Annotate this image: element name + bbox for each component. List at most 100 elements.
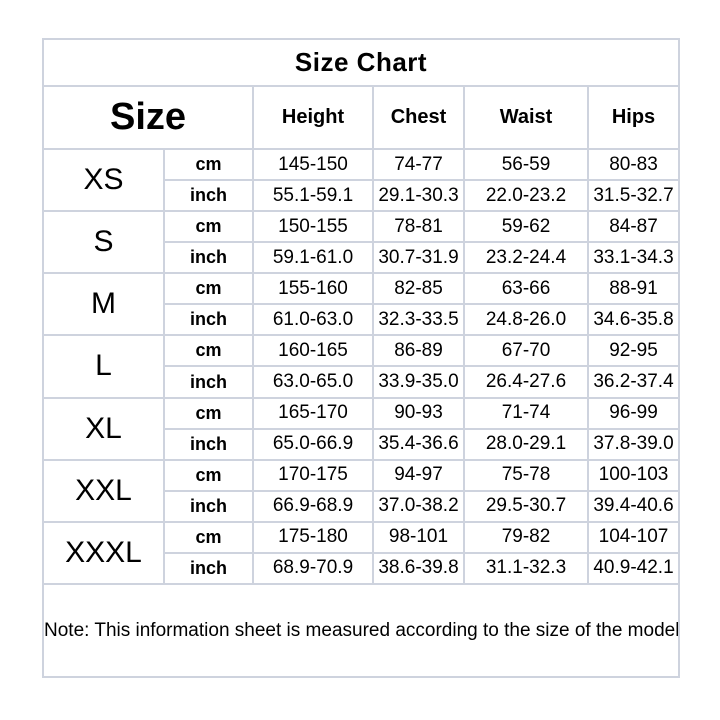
column-header-chest: Chest xyxy=(372,85,465,151)
cell-s-chest-inch: 30.7-31.9 xyxy=(372,241,465,275)
unit-label-cm: cm xyxy=(163,458,254,492)
cell-m-waist-inch: 24.8-26.0 xyxy=(463,303,589,337)
cell-m-chest-inch: 32.3-33.5 xyxy=(372,303,465,337)
cell-xs-waist-cm: 56-59 xyxy=(463,148,589,182)
table-row-m-inch: inch 61.0-63.0 32.3-33.5 24.8-26.0 34.6-… xyxy=(43,303,680,337)
cell-s-waist-inch: 23.2-24.4 xyxy=(463,241,589,275)
cell-xxxl-waist-cm: 79-82 xyxy=(463,520,589,554)
chart-title: Size Chart xyxy=(42,37,680,88)
cell-m-height-cm: 155-160 xyxy=(252,272,374,306)
cell-xxxl-hips-cm: 104-107 xyxy=(587,520,680,554)
cell-xl-height-cm: 165-170 xyxy=(252,396,374,430)
size-label-xl: XL xyxy=(42,396,165,461)
unit-label-cm: cm xyxy=(163,396,254,430)
cell-xxl-chest-cm: 94-97 xyxy=(372,458,465,492)
cell-xxl-chest-inch: 37.0-38.2 xyxy=(372,489,465,523)
cell-xs-hips-inch: 31.5-32.7 xyxy=(587,179,680,213)
table-row-xl-inch: inch 65.0-66.9 35.4-36.6 28.0-29.1 37.8-… xyxy=(43,427,680,461)
table-row-xxl-cm: XXL cm 170-175 94-97 75-78 100-103 xyxy=(42,458,680,523)
table-row-m-cm: M cm 155-160 82-85 63-66 88-91 xyxy=(42,272,680,337)
table-row-s-inch: inch 59.1-61.0 30.7-31.9 23.2-24.4 33.1-… xyxy=(43,241,680,275)
cell-xl-hips-cm: 96-99 xyxy=(587,396,680,430)
table-row-xs-inch: inch 55.1-59.1 29.1-30.3 22.0-23.2 31.5-… xyxy=(43,179,680,213)
cell-l-hips-inch: 36.2-37.4 xyxy=(587,365,680,399)
cell-l-chest-cm: 86-89 xyxy=(372,334,465,368)
table-row-xxxl-inch: inch 68.9-70.9 38.6-39.8 31.1-32.3 40.9-… xyxy=(43,551,680,585)
cell-s-chest-cm: 78-81 xyxy=(372,210,465,244)
cell-xxxl-height-inch: 68.9-70.9 xyxy=(252,551,374,585)
column-header-waist: Waist xyxy=(463,85,589,151)
column-header-size: Size xyxy=(42,85,254,151)
table-row-xs-cm: XS cm 145-150 74-77 56-59 80-83 xyxy=(42,148,680,213)
cell-xxl-hips-cm: 100-103 xyxy=(587,458,680,492)
cell-m-hips-inch: 34.6-35.8 xyxy=(587,303,680,337)
size-chart-page: Size Chart Size Height Chest Waist Hips … xyxy=(42,37,680,679)
unit-label-inch: inch xyxy=(163,365,254,399)
unit-label-inch: inch xyxy=(163,489,254,523)
header-row: Size Height Chest Waist Hips xyxy=(42,85,680,151)
cell-l-height-inch: 63.0-65.0 xyxy=(252,365,374,399)
cell-xs-hips-cm: 80-83 xyxy=(587,148,680,182)
unit-label-cm: cm xyxy=(163,272,254,306)
cell-xs-chest-inch: 29.1-30.3 xyxy=(372,179,465,213)
size-chart-table: Size Chart Size Height Chest Waist Hips … xyxy=(42,37,680,679)
table-row-xxl-inch: inch 66.9-68.9 37.0-38.2 29.5-30.7 39.4-… xyxy=(43,489,680,523)
size-label-xs: XS xyxy=(42,148,165,213)
cell-l-height-cm: 160-165 xyxy=(252,334,374,368)
cell-xl-chest-inch: 35.4-36.6 xyxy=(372,427,465,461)
cell-xxxl-waist-inch: 31.1-32.3 xyxy=(463,551,589,585)
cell-s-waist-cm: 59-62 xyxy=(463,210,589,244)
cell-xs-height-inch: 55.1-59.1 xyxy=(252,179,374,213)
size-label-xxxl: XXXL xyxy=(42,520,165,585)
cell-xs-chest-cm: 74-77 xyxy=(372,148,465,182)
unit-label-cm: cm xyxy=(163,148,254,182)
unit-label-inch: inch xyxy=(163,427,254,461)
unit-label-inch: inch xyxy=(163,241,254,275)
cell-xxl-waist-cm: 75-78 xyxy=(463,458,589,492)
size-label-l: L xyxy=(42,334,165,399)
cell-l-hips-cm: 92-95 xyxy=(587,334,680,368)
cell-xxl-hips-inch: 39.4-40.6 xyxy=(587,489,680,523)
cell-xxxl-chest-cm: 98-101 xyxy=(372,520,465,554)
cell-s-height-cm: 150-155 xyxy=(252,210,374,244)
size-label-s: S xyxy=(42,210,165,275)
cell-xxl-height-inch: 66.9-68.9 xyxy=(252,489,374,523)
cell-xxl-waist-inch: 29.5-30.7 xyxy=(463,489,589,523)
note-text: Note: This information sheet is measured… xyxy=(42,582,680,679)
cell-s-height-inch: 59.1-61.0 xyxy=(252,241,374,275)
table-row-xl-cm: XL cm 165-170 90-93 71-74 96-99 xyxy=(42,396,680,461)
unit-label-cm: cm xyxy=(163,334,254,368)
cell-xxl-height-cm: 170-175 xyxy=(252,458,374,492)
table-row-l-inch: inch 63.0-65.0 33.9-35.0 26.4-27.6 36.2-… xyxy=(43,365,680,399)
cell-xxxl-chest-inch: 38.6-39.8 xyxy=(372,551,465,585)
cell-xs-height-cm: 145-150 xyxy=(252,148,374,182)
cell-xl-waist-inch: 28.0-29.1 xyxy=(463,427,589,461)
title-row: Size Chart xyxy=(42,37,680,88)
cell-m-waist-cm: 63-66 xyxy=(463,272,589,306)
size-label-xxl: XXL xyxy=(42,458,165,523)
cell-m-hips-cm: 88-91 xyxy=(587,272,680,306)
cell-m-height-inch: 61.0-63.0 xyxy=(252,303,374,337)
cell-l-chest-inch: 33.9-35.0 xyxy=(372,365,465,399)
unit-label-inch: inch xyxy=(163,303,254,337)
cell-xl-chest-cm: 90-93 xyxy=(372,396,465,430)
cell-xl-height-inch: 65.0-66.9 xyxy=(252,427,374,461)
note-row: Note: This information sheet is measured… xyxy=(42,582,680,679)
unit-label-inch: inch xyxy=(163,551,254,585)
column-header-height: Height xyxy=(252,85,374,151)
table-row-l-cm: L cm 160-165 86-89 67-70 92-95 xyxy=(42,334,680,399)
cell-l-waist-inch: 26.4-27.6 xyxy=(463,365,589,399)
cell-s-hips-inch: 33.1-34.3 xyxy=(587,241,680,275)
unit-label-cm: cm xyxy=(163,520,254,554)
table-row-xxxl-cm: XXXL cm 175-180 98-101 79-82 104-107 xyxy=(42,520,680,585)
cell-l-waist-cm: 67-70 xyxy=(463,334,589,368)
cell-xxxl-height-cm: 175-180 xyxy=(252,520,374,554)
cell-xl-hips-inch: 37.8-39.0 xyxy=(587,427,680,461)
column-header-hips: Hips xyxy=(587,85,680,151)
cell-m-chest-cm: 82-85 xyxy=(372,272,465,306)
cell-xs-waist-inch: 22.0-23.2 xyxy=(463,179,589,213)
cell-s-hips-cm: 84-87 xyxy=(587,210,680,244)
table-row-s-cm: S cm 150-155 78-81 59-62 84-87 xyxy=(42,210,680,275)
cell-xxxl-hips-inch: 40.9-42.1 xyxy=(587,551,680,585)
size-label-m: M xyxy=(42,272,165,337)
